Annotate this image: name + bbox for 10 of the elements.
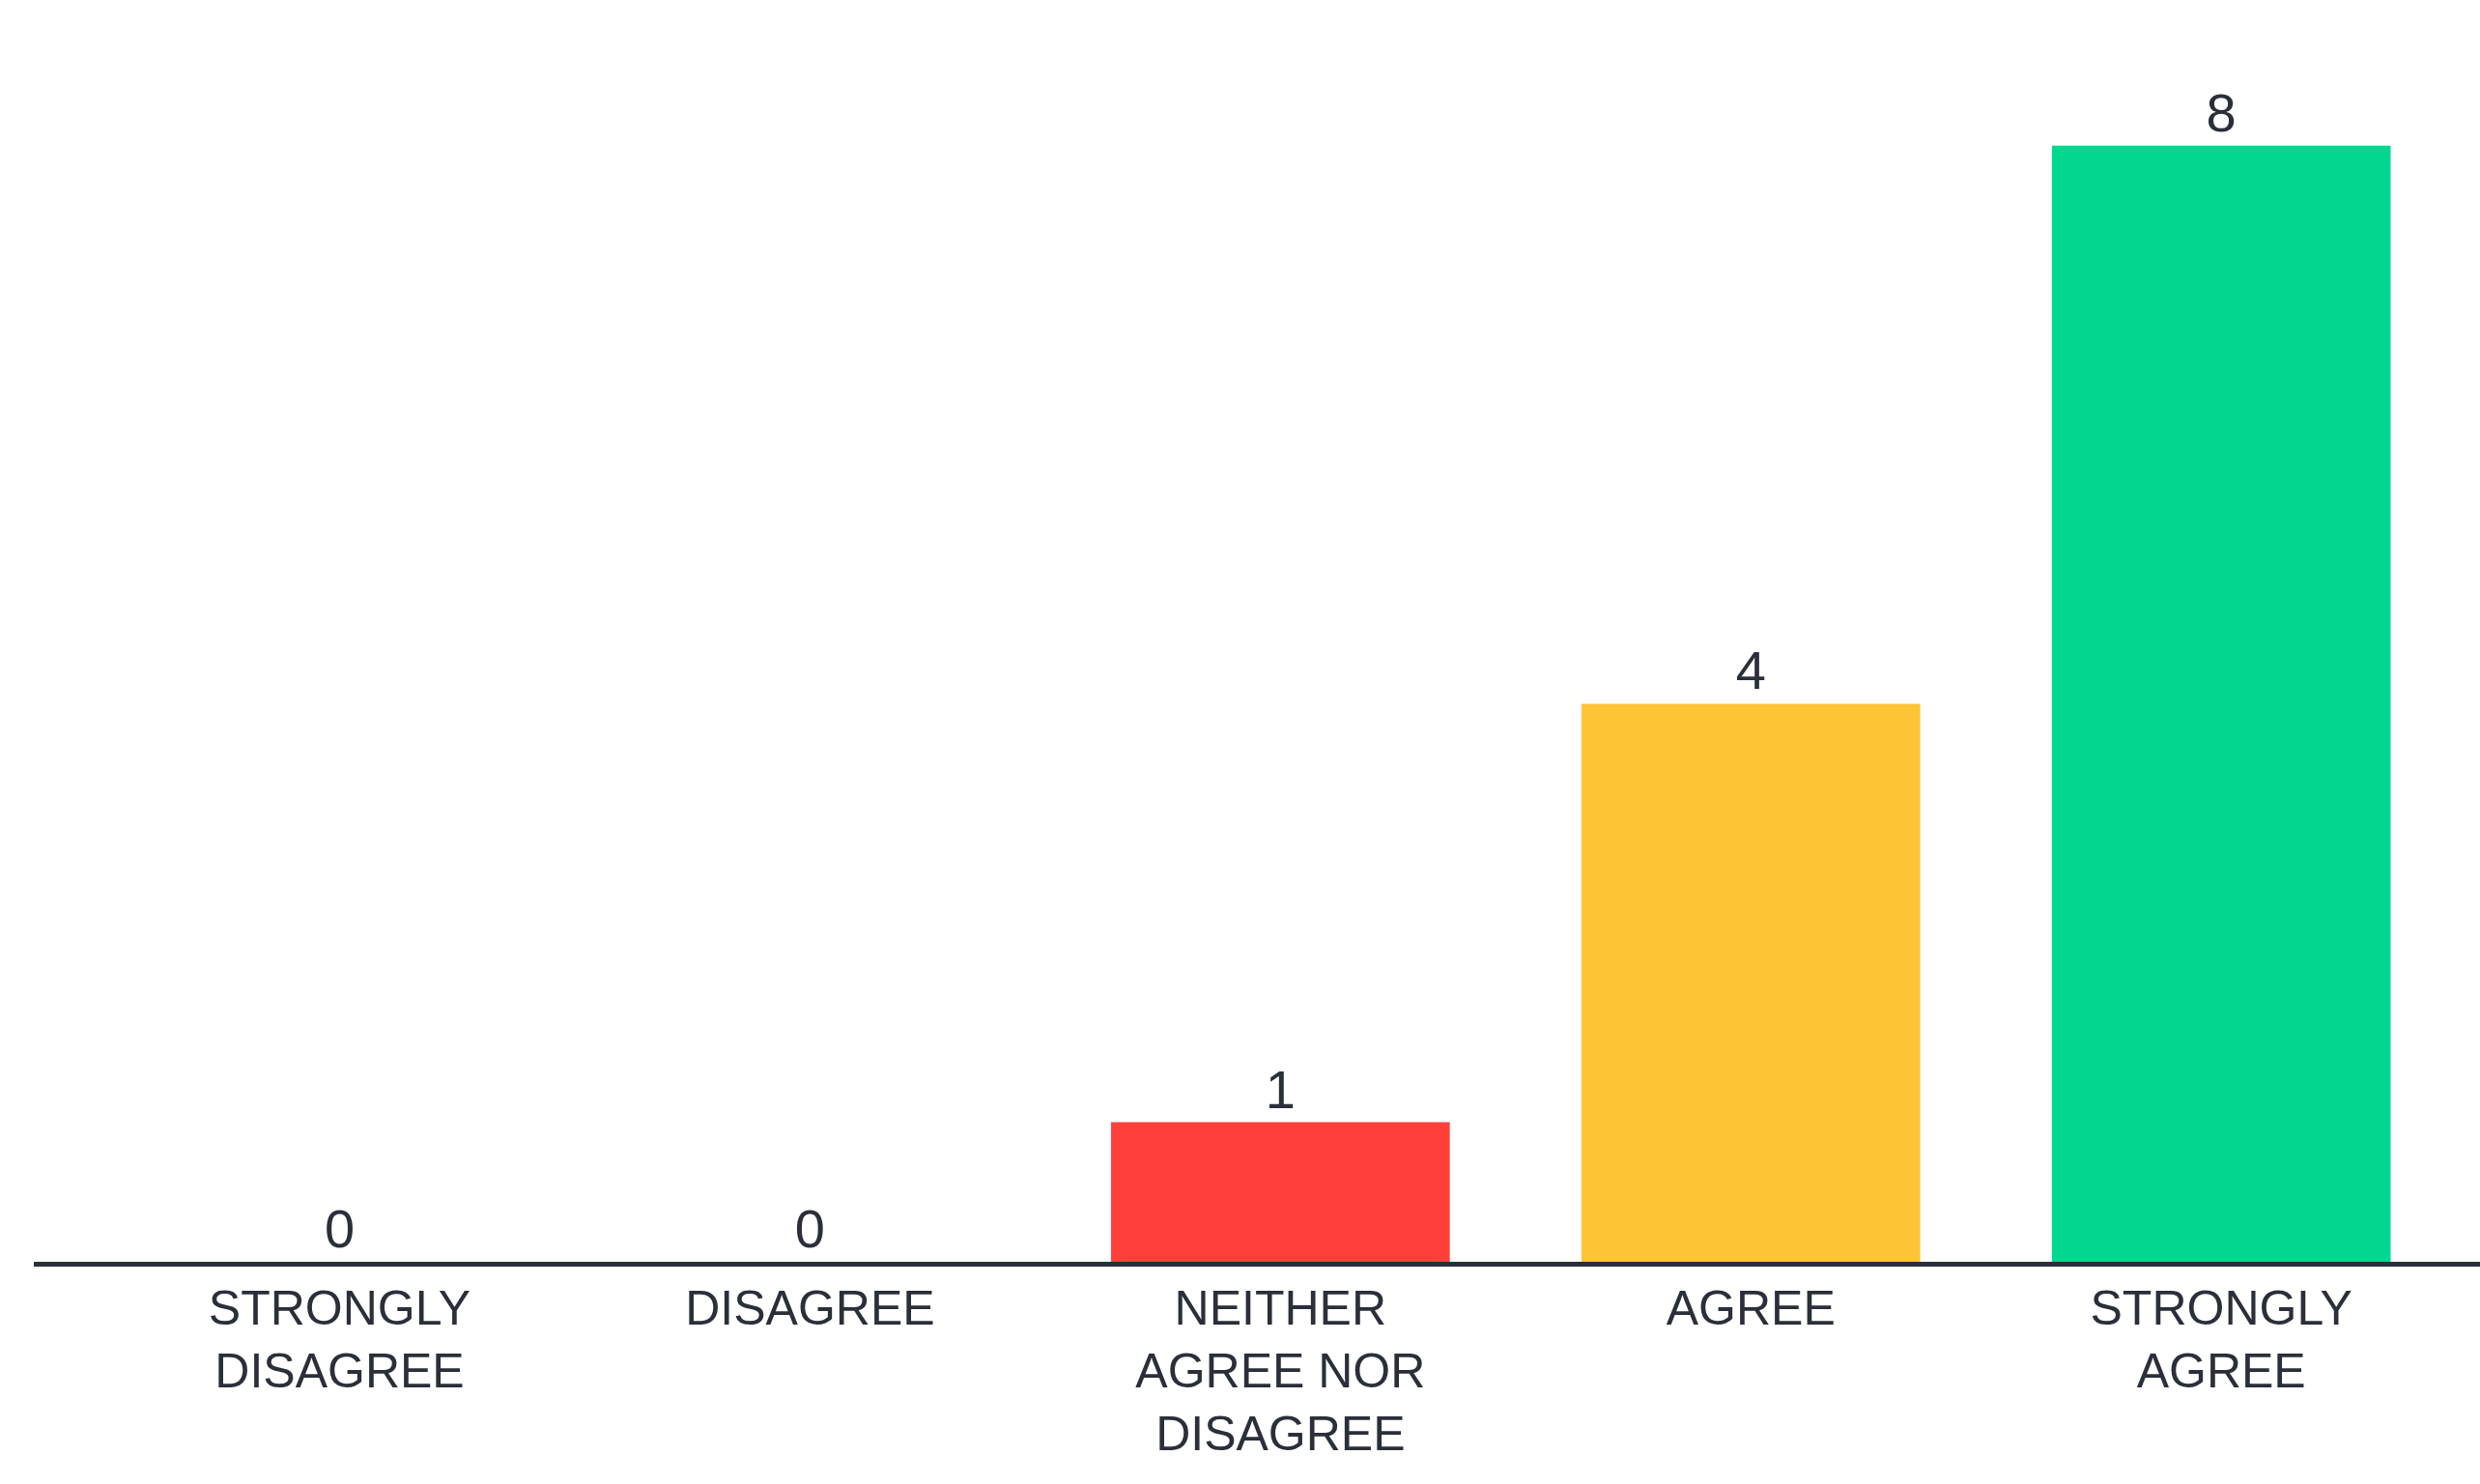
data-label: 1 bbox=[1265, 1058, 1296, 1120]
x-tick-label: AGREE bbox=[1666, 1281, 1836, 1335]
data-label: 8 bbox=[2206, 81, 2237, 143]
x-tick-label: STRONGLY DISAGREE bbox=[208, 1281, 471, 1398]
data-label: 4 bbox=[1735, 640, 1766, 701]
data-label: 0 bbox=[794, 1198, 825, 1259]
x-tick-label: NEITHER AGREE NOR DISAGREE bbox=[1135, 1281, 1426, 1461]
data-label: 0 bbox=[324, 1198, 356, 1259]
x-tick-label: STRONGLY AGREE bbox=[2090, 1281, 2352, 1398]
x-tick-label: DISAGREE bbox=[685, 1281, 935, 1335]
